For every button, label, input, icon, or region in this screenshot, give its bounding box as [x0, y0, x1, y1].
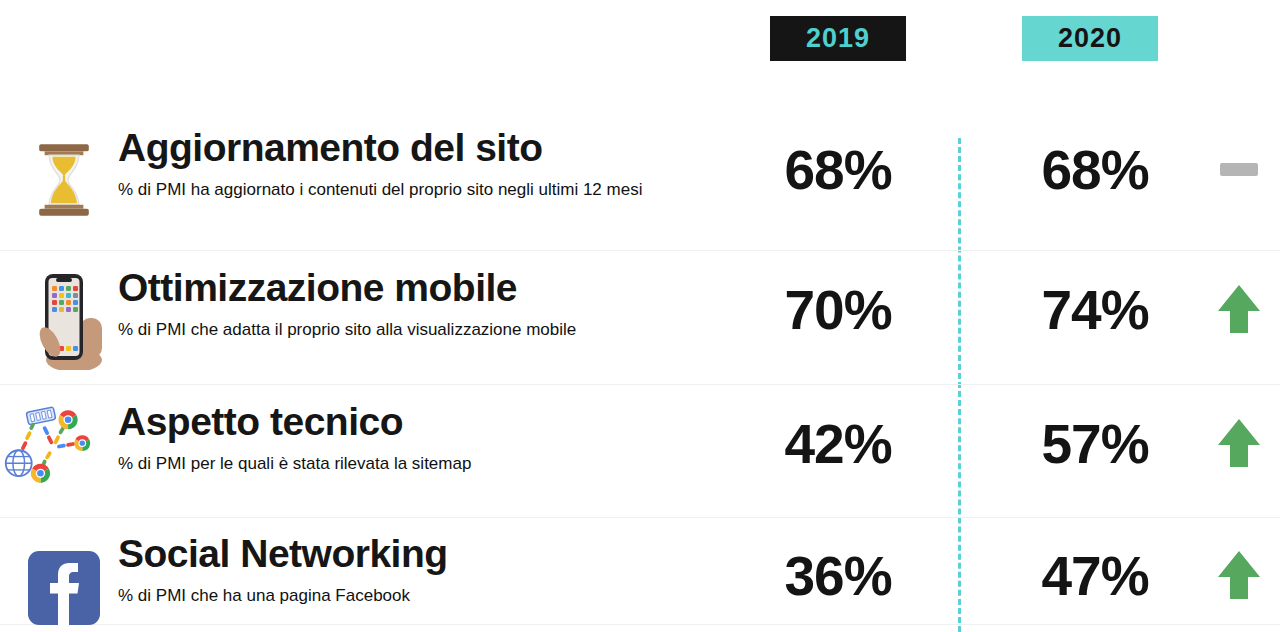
value-2020: 57% — [1015, 412, 1175, 476]
metric-subtitle: % di PMI che adatta il proprio sito alla… — [118, 320, 738, 340]
metric-row-aggiornamento-sito: Aggiornamento del sito % di PMI ha aggio… — [0, 112, 1280, 244]
facebook-icon — [18, 538, 110, 632]
trend-up-icon — [1217, 550, 1261, 600]
value-2020: 74% — [1015, 278, 1175, 342]
value-2019: 36% — [758, 544, 918, 608]
metric-row-social-networking: Social Networking % di PMI che ha una pa… — [0, 518, 1280, 632]
metric-title: Aggiornamento del sito — [118, 126, 738, 170]
metric-title: Ottimizzazione mobile — [118, 266, 738, 310]
value-2020: 68% — [1015, 138, 1175, 202]
metric-text: Aggiornamento del sito % di PMI ha aggio… — [118, 126, 738, 200]
metric-subtitle: % di PMI ha aggiornato i contenuti del p… — [118, 180, 738, 200]
metric-subtitle: % di PMI che ha una pagina Facebook — [118, 586, 738, 606]
row-separator — [0, 250, 1280, 251]
metric-title: Social Networking — [118, 532, 738, 576]
value-2019: 42% — [758, 412, 918, 476]
column-header-2019: 2019 — [770, 16, 906, 61]
metric-text: Aspetto tecnico % di PMI per le quali è … — [118, 400, 738, 474]
sitemap-crawler-icon — [2, 394, 94, 494]
trend-indicator — [1208, 278, 1270, 340]
value-2020: 47% — [1015, 544, 1175, 608]
value-2019: 68% — [758, 138, 918, 202]
hourglass-icon — [18, 130, 110, 230]
infographic-canvas: 2019 2020 Aggiornamento del sito % di PM… — [0, 0, 1280, 632]
metric-text: Ottimizzazione mobile % di PMI che adatt… — [118, 266, 738, 340]
trend-stable-icon — [1220, 163, 1258, 176]
metric-row-aspetto-tecnico: Aspetto tecnico % di PMI per le quali è … — [0, 386, 1280, 518]
trend-indicator — [1208, 138, 1270, 200]
year-2019-label: 2019 — [806, 23, 870, 54]
metric-text: Social Networking % di PMI che ha una pa… — [118, 532, 738, 606]
value-2019: 70% — [758, 278, 918, 342]
column-header-2020: 2020 — [1022, 16, 1158, 61]
trend-up-icon — [1217, 418, 1261, 468]
metric-subtitle: % di PMI per le quali è stata rilevata l… — [118, 454, 738, 474]
metric-title: Aspetto tecnico — [118, 400, 738, 444]
year-2020-label: 2020 — [1058, 23, 1122, 54]
trend-up-icon — [1217, 284, 1261, 334]
row-separator — [0, 384, 1280, 385]
trend-indicator — [1208, 412, 1270, 474]
trend-indicator — [1208, 544, 1270, 606]
mobile-phone-in-hand-icon — [18, 270, 110, 370]
metric-row-ottimizzazione-mobile: Ottimizzazione mobile % di PMI che adatt… — [0, 252, 1280, 384]
